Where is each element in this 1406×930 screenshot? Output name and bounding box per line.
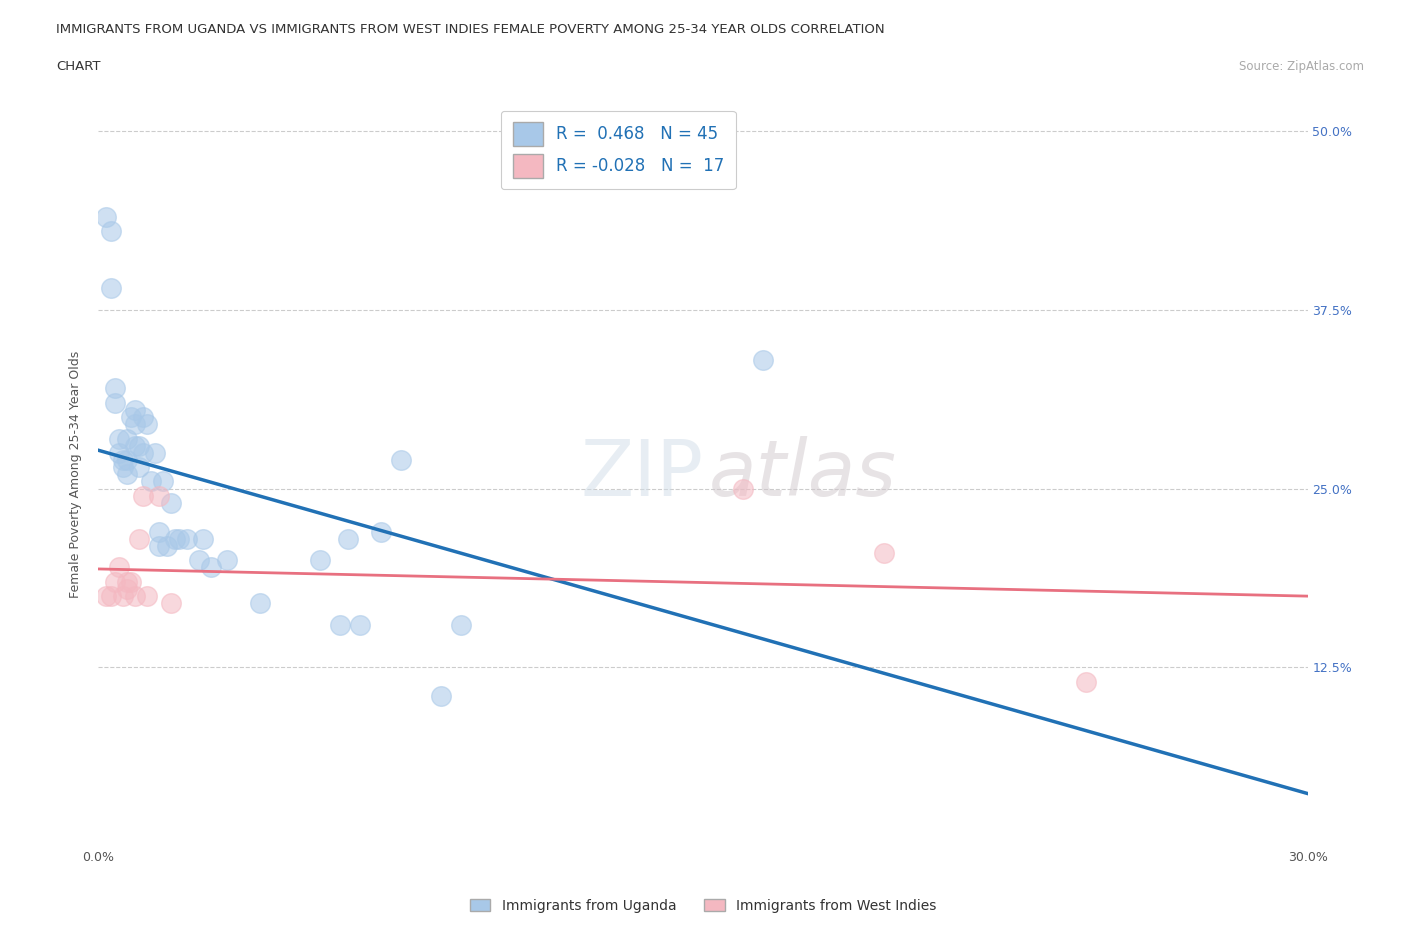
Point [120,409,142,424]
Point [139,474,162,489]
Point [200,560,222,575]
Point [100,589,122,604]
Point [132,445,155,460]
Legend: Immigrants from Uganda, Immigrants from West Indies: Immigrants from Uganda, Immigrants from … [464,894,942,919]
Point [132,488,155,503]
Point [450,618,472,632]
Point [152,474,174,489]
Point [167,531,190,546]
Point [124,589,146,604]
Point [752,352,775,367]
Point [128,438,150,453]
Point [1074,674,1097,689]
Point [103,395,125,410]
Point [96,589,118,604]
Text: Source: ZipAtlas.com: Source: ZipAtlas.com [1239,60,1364,73]
Point [188,552,211,567]
Text: atlas: atlas [709,436,897,512]
Point [111,589,134,604]
Point [148,488,170,503]
Text: CHART: CHART [56,60,101,73]
Point [193,531,215,546]
Point [329,618,352,632]
Legend: R =  0.468   N = 45, R = -0.028   N =  17: R = 0.468 N = 45, R = -0.028 N = 17 [501,111,735,190]
Point [132,409,155,424]
Point [389,453,412,468]
Point [115,467,138,482]
Point [107,432,129,446]
Point [100,281,122,296]
Point [111,459,134,474]
Y-axis label: Female Poverty Among 25-34 Year Olds: Female Poverty Among 25-34 Year Olds [69,351,83,598]
Point [160,595,183,610]
Point [115,574,138,589]
Point [148,525,170,539]
Point [176,531,198,546]
Point [124,403,146,418]
Point [100,223,122,238]
Point [115,453,138,468]
Point [148,538,170,553]
Point [128,531,150,546]
Point [107,445,129,460]
Point [430,688,453,703]
Point [249,595,271,610]
Point [217,552,239,567]
Point [135,417,157,432]
Point [115,581,138,596]
Point [124,417,146,432]
Point [135,589,157,604]
Point [873,546,896,561]
Point [124,438,146,453]
Point [103,574,125,589]
Point [337,531,360,546]
Point [309,552,332,567]
Point [96,209,118,224]
Text: ZIP: ZIP [581,436,703,512]
Point [111,453,134,468]
Text: IMMIGRANTS FROM UGANDA VS IMMIGRANTS FROM WEST INDIES FEMALE POVERTY AMONG 25-34: IMMIGRANTS FROM UGANDA VS IMMIGRANTS FRO… [56,23,884,36]
Point [370,525,392,539]
Point [120,574,142,589]
Point [143,445,166,460]
Point [115,432,138,446]
Point [349,618,371,632]
Point [103,381,125,396]
Point [163,531,186,546]
Point [733,481,755,496]
Point [107,560,129,575]
Point [160,496,183,511]
Point [156,538,179,553]
Point [128,459,150,474]
